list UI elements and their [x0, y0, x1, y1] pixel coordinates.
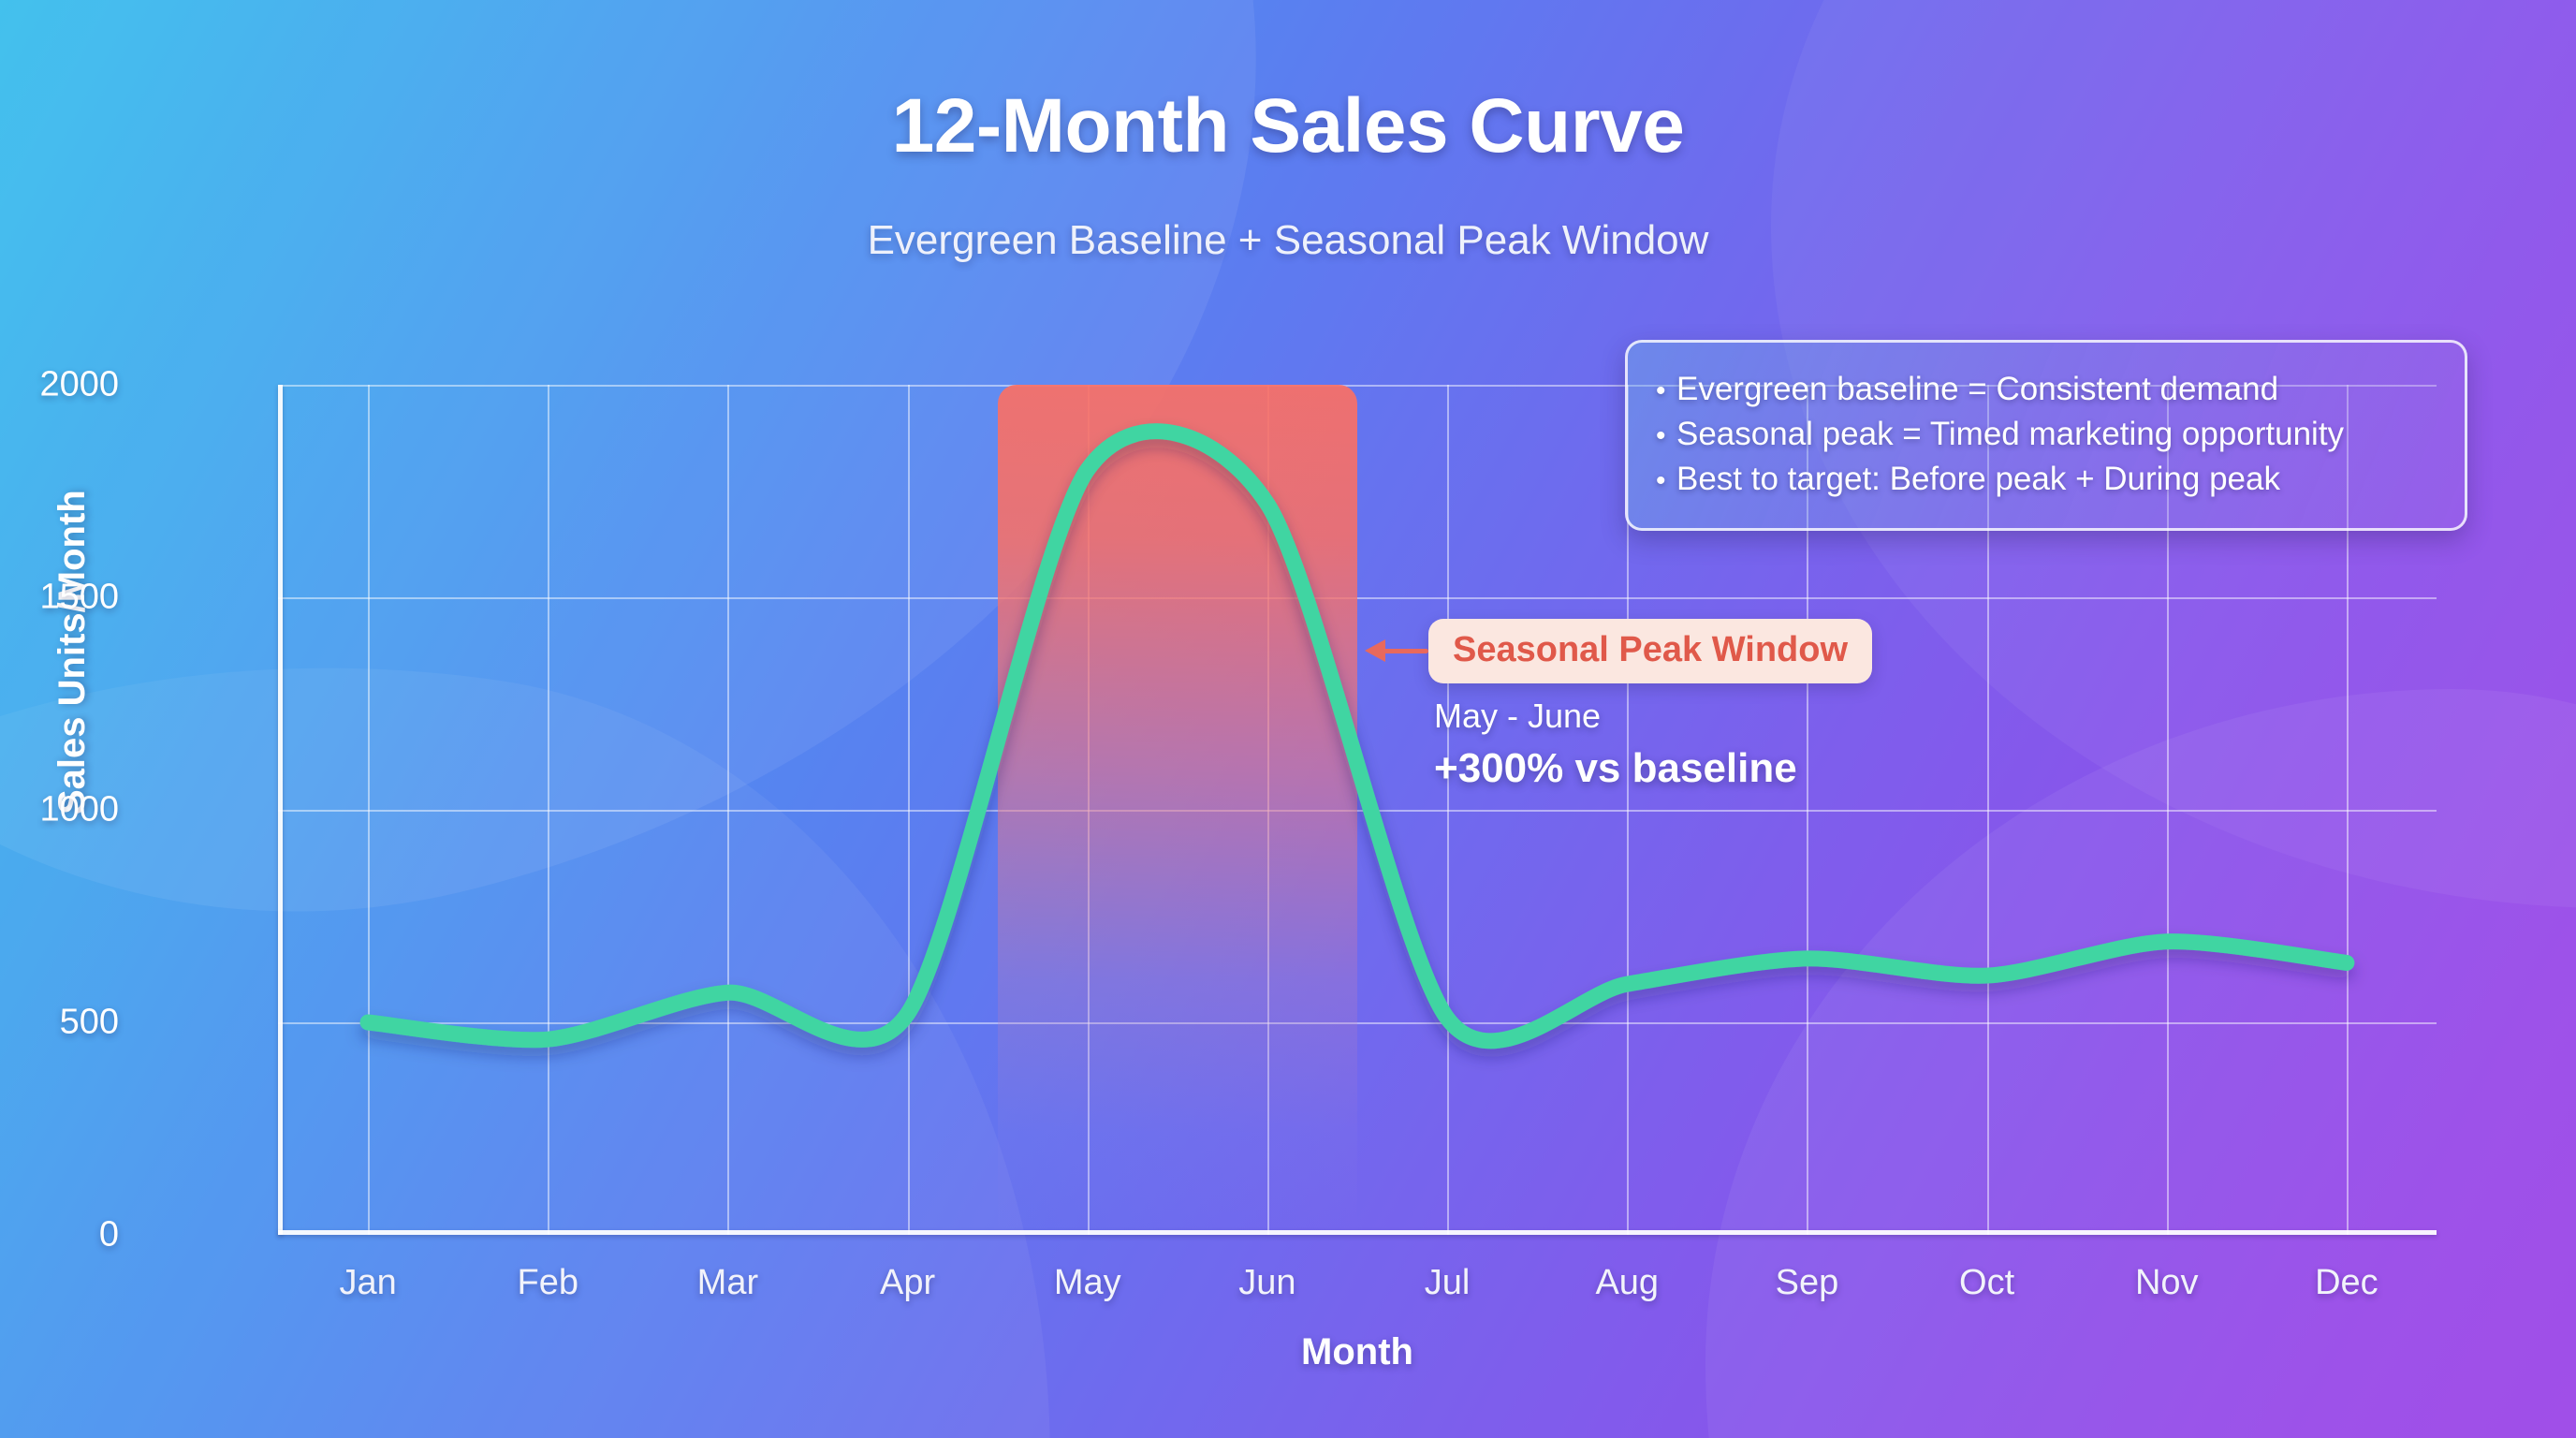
chart-title: 12-Month Sales Curve: [891, 83, 1685, 169]
gridline-horizontal: [278, 810, 2437, 812]
insight-label: Evergreen baseline = Consistent demand: [1676, 371, 2279, 407]
peak-range: May - June: [1434, 697, 1602, 735]
x-axis-label: Month: [1301, 1331, 1413, 1372]
y-tick-label: 1500: [39, 577, 119, 617]
y-tick-label: 500: [59, 1002, 119, 1042]
x-tick-label: Jun: [1238, 1263, 1296, 1302]
gridline-vertical: [907, 385, 910, 1235]
y-tick-label: 0: [98, 1214, 119, 1255]
gridline-vertical: [1807, 385, 1809, 1235]
x-tick-label: Sep: [1775, 1263, 1839, 1302]
callout-header-row: Seasonal Peak Window: [1365, 618, 1983, 683]
x-tick-label: Jan: [339, 1263, 397, 1302]
x-tick-label: Feb: [517, 1263, 578, 1302]
peak-lift: +300% vs baseline: [1434, 745, 1797, 791]
gridline-vertical: [1627, 385, 1630, 1235]
gridline-horizontal: [278, 597, 2437, 599]
gridline-vertical: [727, 385, 730, 1235]
x-tick-label: Oct: [1959, 1263, 2015, 1302]
x-axis-line: [278, 1230, 2437, 1235]
gridline-vertical: [548, 385, 550, 1235]
x-tick-label: May: [1053, 1263, 1121, 1302]
insight-item: • Best to target: Before peak + During pe…: [1656, 457, 2437, 502]
bullet-icon: •: [1656, 420, 1666, 451]
y-tick-label: 2000: [39, 364, 119, 404]
peak-callout: Seasonal Peak Window May - June +300% vs…: [1365, 618, 1983, 792]
gridline-vertical: [1447, 385, 1450, 1235]
gridline-horizontal: [278, 385, 2437, 387]
gridline-vertical: [2166, 385, 2169, 1235]
gridline-horizontal: [278, 1022, 2437, 1024]
insight-item: • Seasonal peak = Timed marketing opportu…: [1656, 412, 2437, 457]
arrow-left-icon: [1365, 637, 1428, 665]
insight-label: Seasonal peak = Timed marketing opportun…: [1676, 416, 2345, 452]
x-tick-label: Mar: [696, 1263, 759, 1302]
insight-label: Best to target: Before peak + During pea…: [1676, 461, 2280, 497]
gridline-vertical: [368, 385, 371, 1235]
insight-item: • Evergreen baseline = Consistent demand: [1656, 367, 2437, 412]
bullet-icon: •: [1656, 375, 1666, 406]
sales-line-series: [359, 423, 2355, 1049]
y-axis-line: [278, 385, 283, 1235]
x-tick-label: Aug: [1595, 1263, 1660, 1302]
x-tick-label: Jul: [1424, 1263, 1471, 1302]
gridline-vertical: [1986, 385, 1989, 1235]
chart-subtitle: Evergreen Baseline + Seasonal Peak Windo…: [867, 217, 1709, 263]
x-tick-label: Dec: [2315, 1263, 2378, 1302]
bullet-icon: •: [1656, 465, 1666, 496]
insights-panel: • Evergreen baseline = Consistent demand •…: [1625, 340, 2467, 531]
gridline-vertical: [2346, 385, 2349, 1235]
x-tick-label: Nov: [2134, 1263, 2199, 1302]
peak-badge: Seasonal Peak Window: [1428, 618, 1873, 683]
plot-area: [278, 385, 2437, 1235]
y-axis-label: Sales Units/Month: [51, 490, 93, 814]
x-tick-label: Apr: [880, 1263, 936, 1302]
y-tick-label: 1000: [39, 789, 119, 829]
